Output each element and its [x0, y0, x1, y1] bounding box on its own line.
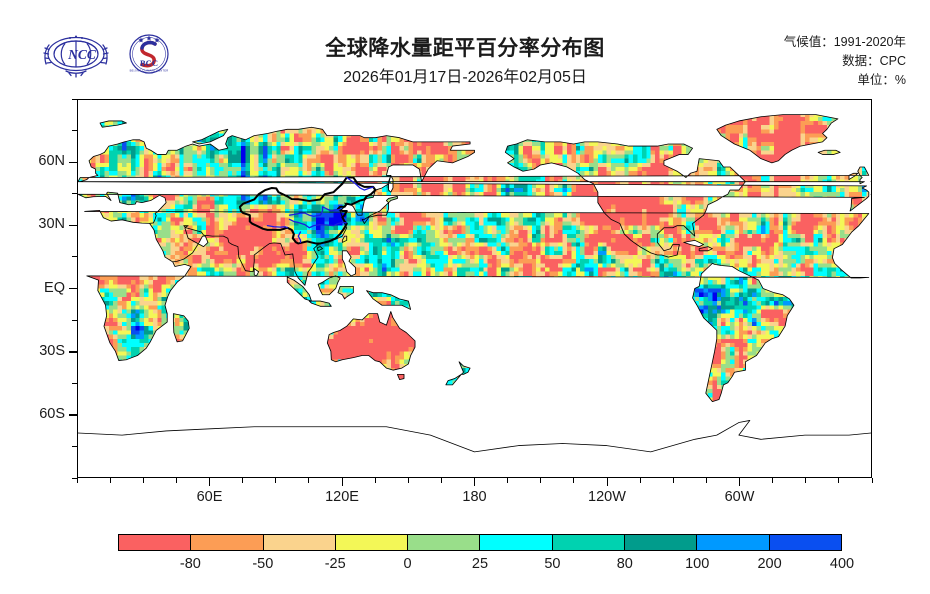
x-minor-tick [308, 478, 310, 483]
x-axis-label-180: 180 [462, 489, 487, 505]
y-major-tick [69, 351, 77, 353]
x-minor-tick [76, 478, 78, 483]
antarctica-coastline [78, 420, 871, 453]
x-major-tick [606, 478, 608, 486]
world-anomaly-map [78, 100, 871, 477]
china-river-2 [346, 176, 374, 191]
x-major-tick [341, 478, 343, 486]
y-axis-label-60N: 60N [38, 153, 65, 170]
colorbar-segment-5 [480, 535, 553, 550]
colorbar-labels: -80 -50 -25 0 25 50 80 100 200 400 [0, 556, 930, 578]
svg-text:NCC: NCC [67, 47, 97, 62]
x-minor-tick [705, 478, 707, 483]
colorbar-segment-3 [335, 535, 409, 550]
x-minor-tick [242, 478, 244, 483]
bcc-logo: BCC BEIJING CLIMATE CENTER [124, 30, 174, 78]
colorbar-tick-100: 100 [685, 556, 710, 572]
ncc-logo: NCC [36, 30, 116, 78]
x-major-tick [739, 478, 741, 486]
x-minor-tick [805, 478, 807, 483]
svg-text:BCC: BCC [140, 58, 158, 68]
y-major-tick [69, 288, 77, 290]
colorbar-tick-25: 25 [471, 556, 489, 572]
y-major-tick [69, 414, 77, 416]
x-axis-label-120E: 120E [325, 489, 359, 505]
x-minor-tick [739, 478, 740, 483]
x-minor-tick [142, 478, 144, 483]
x-minor-tick [374, 478, 376, 483]
china-river-3 [266, 225, 288, 229]
china-river-4 [297, 231, 302, 244]
y-axis-label-30N: 30N [38, 216, 65, 233]
x-minor-tick [838, 478, 840, 483]
colorbar-tick-0: 0 [403, 556, 412, 572]
china-river-1 [288, 206, 341, 217]
colorbar-tick-80: 80 [616, 556, 633, 572]
colorbar-tick--50: -50 [252, 556, 274, 572]
x-axis-label-120W: 120W [588, 489, 626, 505]
x-minor-tick [573, 478, 575, 483]
x-minor-tick [540, 478, 542, 483]
x-major-tick [209, 478, 211, 486]
meta-unit: 单位：% [857, 73, 906, 87]
x-minor-tick [407, 478, 409, 483]
colorbar-segment-6 [552, 535, 626, 550]
coastline-layer [78, 114, 871, 453]
x-minor-tick [672, 478, 674, 483]
y-axis-label-60S: 60S [39, 405, 65, 422]
colorbar-segment-4 [408, 535, 481, 550]
colorbar-segment-9 [769, 535, 841, 550]
y-major-tick [69, 161, 77, 164]
colorbar-tick--80: -80 [179, 556, 201, 572]
x-minor-tick [341, 478, 343, 483]
x-minor-tick [275, 478, 277, 483]
x-minor-tick [474, 478, 475, 483]
colorbar-segment-2 [263, 535, 336, 550]
colorbar-segment-0 [119, 535, 192, 550]
x-minor-tick [507, 478, 509, 483]
meta-climatology: 气候值：1991-2020年 [783, 35, 906, 49]
logo-group: NCC BCC BEIJING CLIMATE CENTER [36, 30, 176, 78]
colorbar-tick-400: 400 [829, 556, 855, 572]
map-plot-area [77, 99, 872, 478]
china-river-0 [288, 218, 347, 229]
x-minor-tick [440, 478, 442, 483]
x-minor-tick [772, 478, 774, 483]
x-minor-tick [871, 478, 873, 483]
x-minor-tick [606, 478, 608, 483]
metadata-block: 气候值：1991-2020年 数据：CPC 单位：% [784, 33, 906, 90]
china-rivers-layer [266, 176, 374, 244]
x-minor-tick [109, 478, 111, 483]
x-axis-label-60E: 60E [196, 489, 223, 505]
coastline-path [78, 114, 871, 402]
x-minor-tick [209, 478, 210, 483]
x-axis-label-60W: 60W [724, 489, 755, 505]
y-axis-label-30S: 30S [39, 342, 65, 359]
colorbar-segment-7 [625, 535, 698, 550]
colorbar-tick-200: 200 [757, 556, 782, 572]
x-minor-tick [175, 478, 177, 483]
y-major-tick [69, 224, 77, 227]
colorbar-segment-1 [191, 535, 264, 550]
colorbar [118, 534, 842, 551]
meta-datasource: 数据：CPC [842, 54, 906, 68]
x-minor-tick [639, 478, 641, 483]
x-major-tick [474, 478, 476, 486]
colorbar-segment-8 [697, 535, 770, 550]
colorbar-tick--25: -25 [324, 556, 346, 572]
y-axis-label-EQ: EQ [44, 279, 65, 296]
svg-text:BEIJING CLIMATE CENTER: BEIJING CLIMATE CENTER [130, 69, 169, 73]
colorbar-tick-50: 50 [544, 556, 561, 572]
